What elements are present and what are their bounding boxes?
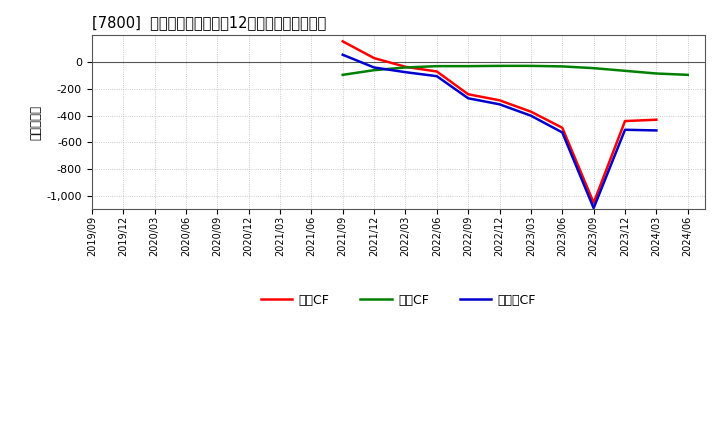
営業CF xyxy=(652,117,661,122)
営業CF xyxy=(495,98,504,103)
投資CF xyxy=(590,66,598,71)
投資CF xyxy=(433,63,441,69)
投資CF xyxy=(464,63,472,69)
フリーCF xyxy=(621,127,629,132)
営業CF xyxy=(621,118,629,124)
フリーCF xyxy=(558,130,567,135)
投資CF xyxy=(370,67,379,73)
Line: 投資CF: 投資CF xyxy=(343,66,688,75)
投資CF xyxy=(558,64,567,69)
営業CF xyxy=(558,125,567,130)
Text: [7800]  キャッシュフローの12か月移動合計の推移: [7800] キャッシュフローの12か月移動合計の推移 xyxy=(91,15,326,30)
フリーCF xyxy=(338,52,347,57)
営業CF xyxy=(401,64,410,70)
フリーCF xyxy=(401,70,410,75)
投資CF xyxy=(526,63,535,69)
Line: フリーCF: フリーCF xyxy=(343,55,657,208)
営業CF xyxy=(433,69,441,74)
投資CF xyxy=(495,63,504,69)
投資CF xyxy=(683,72,692,77)
フリーCF xyxy=(652,128,661,133)
フリーCF xyxy=(370,65,379,70)
営業CF xyxy=(526,109,535,114)
フリーCF xyxy=(464,95,472,101)
投資CF xyxy=(401,65,410,70)
フリーCF xyxy=(526,113,535,118)
営業CF xyxy=(464,92,472,97)
営業CF xyxy=(370,55,379,61)
Legend: 営業CF, 投資CF, フリーCF: 営業CF, 投資CF, フリーCF xyxy=(256,289,541,312)
営業CF xyxy=(338,39,347,44)
Y-axis label: （百万円）: （百万円） xyxy=(30,105,42,140)
営業CF xyxy=(590,200,598,205)
投資CF xyxy=(652,71,661,76)
投資CF xyxy=(338,72,347,77)
フリーCF xyxy=(433,73,441,79)
フリーCF xyxy=(495,102,504,107)
投資CF xyxy=(621,68,629,73)
フリーCF xyxy=(590,205,598,211)
Line: 営業CF: 営業CF xyxy=(343,41,657,203)
